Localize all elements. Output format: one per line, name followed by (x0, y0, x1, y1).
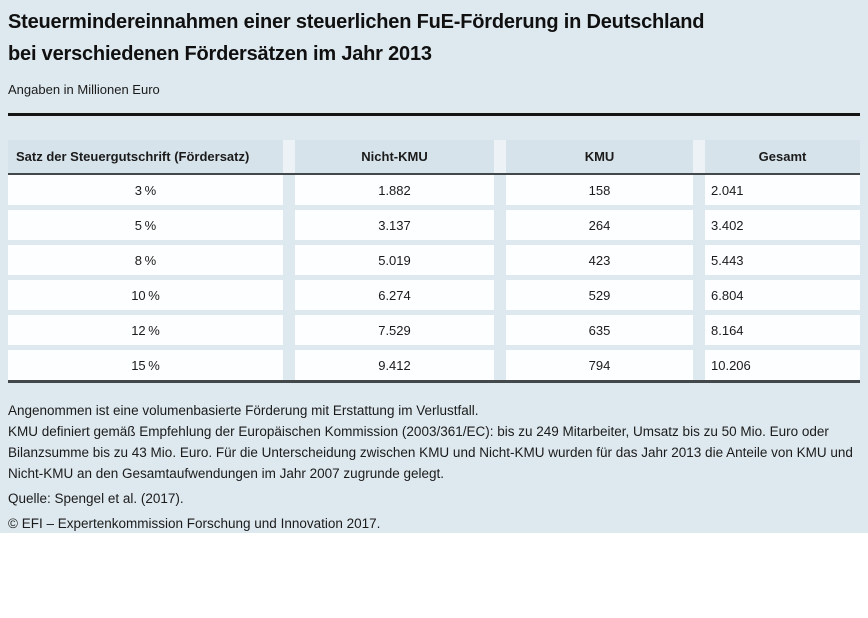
table-header-row: Satz der Steuergutschrift (Fördersatz) Ni… (8, 140, 860, 175)
figure-title-line2: bei verschiedenen Fördersätzen im Jahr 2… (8, 43, 432, 65)
table-row: 10 % 6.274 529 6.804 (8, 280, 860, 310)
column-header-3: Gesamt (705, 140, 860, 173)
footnotes: Angenommen ist eine volumenbasierte Förd… (8, 400, 860, 484)
footnote-kmu-definition: KMU definiert gemäß Empfehlung der Europ… (8, 424, 853, 481)
table-row: 3 % 1.882 158 2.041 (8, 175, 860, 205)
table-row: 12 % 7.529 635 8.164 (8, 315, 860, 345)
table-cell: 7.529 (295, 315, 494, 345)
table-cell: 8.164 (705, 315, 860, 345)
table-cell: 5.019 (295, 245, 494, 275)
column-header-1: Nicht-KMU (295, 140, 494, 173)
copyright-line: © EFI – Expertenkommission Forschung und… (8, 516, 381, 531)
table-cell: 3.402 (705, 210, 860, 240)
figure-subtitle: Angaben in Millionen Euro (8, 82, 160, 97)
table-cell: 5 % (8, 210, 283, 240)
table-cell: 6.274 (295, 280, 494, 310)
table-cell: 264 (506, 210, 693, 240)
table-cell: 158 (506, 175, 693, 205)
figure-title: Steuermindereinnahmen einer steuerlichen… (8, 6, 860, 70)
table-cell: 6.804 (705, 280, 860, 310)
data-table: Satz der Steuergutschrift (Fördersatz) Ni… (8, 140, 860, 383)
table-cell: 5.443 (705, 245, 860, 275)
table-cell: 3.137 (295, 210, 494, 240)
table-row: 5 % 3.137 264 3.402 (8, 210, 860, 240)
table-cell: 15 % (8, 350, 283, 380)
table-cell: 529 (506, 280, 693, 310)
table-cell: 8 % (8, 245, 283, 275)
source-line: Quelle: Spengel et al. (2017). (8, 491, 184, 506)
figure-title-line1: Steuermindereinnahmen einer steuerlichen… (8, 11, 705, 33)
figure-panel: Steuermindereinnahmen einer steuerlichen… (0, 0, 868, 533)
table-body: 3 % 1.882 158 2.041 5 % 3.137 264 3.402 8 % 5.019… (8, 175, 860, 383)
footnote-assumption: Angenommen ist eine volumenbasierte Förd… (8, 403, 479, 418)
table-cell: 3 % (8, 175, 283, 205)
table-cell: 423 (506, 245, 693, 275)
column-header-0: Satz der Steuergutschrift (Fördersatz) (8, 140, 283, 173)
table-cell: 9.412 (295, 350, 494, 380)
table-cell: 12 % (8, 315, 283, 345)
table-cell: 794 (506, 350, 693, 380)
table-cell: 1.882 (295, 175, 494, 205)
horizontal-rule (8, 113, 860, 116)
table-cell: 10.206 (705, 350, 860, 380)
column-header-2: KMU (506, 140, 693, 173)
table-row: 8 % 5.019 423 5.443 (8, 245, 860, 275)
table-cell: 635 (506, 315, 693, 345)
table-cell: 10 % (8, 280, 283, 310)
table-cell: 2.041 (705, 175, 860, 205)
table-row: 15 % 9.412 794 10.206 (8, 350, 860, 380)
